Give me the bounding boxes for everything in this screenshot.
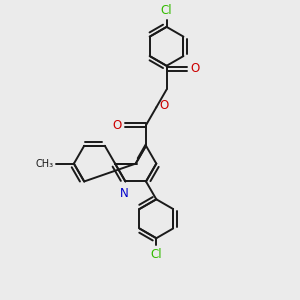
Text: Cl: Cl	[151, 248, 162, 261]
Text: O: O	[159, 99, 168, 112]
Text: N: N	[120, 187, 128, 200]
Text: Cl: Cl	[161, 4, 172, 17]
Text: O: O	[113, 119, 122, 132]
Text: CH₃: CH₃	[36, 159, 54, 169]
Text: O: O	[190, 62, 200, 75]
